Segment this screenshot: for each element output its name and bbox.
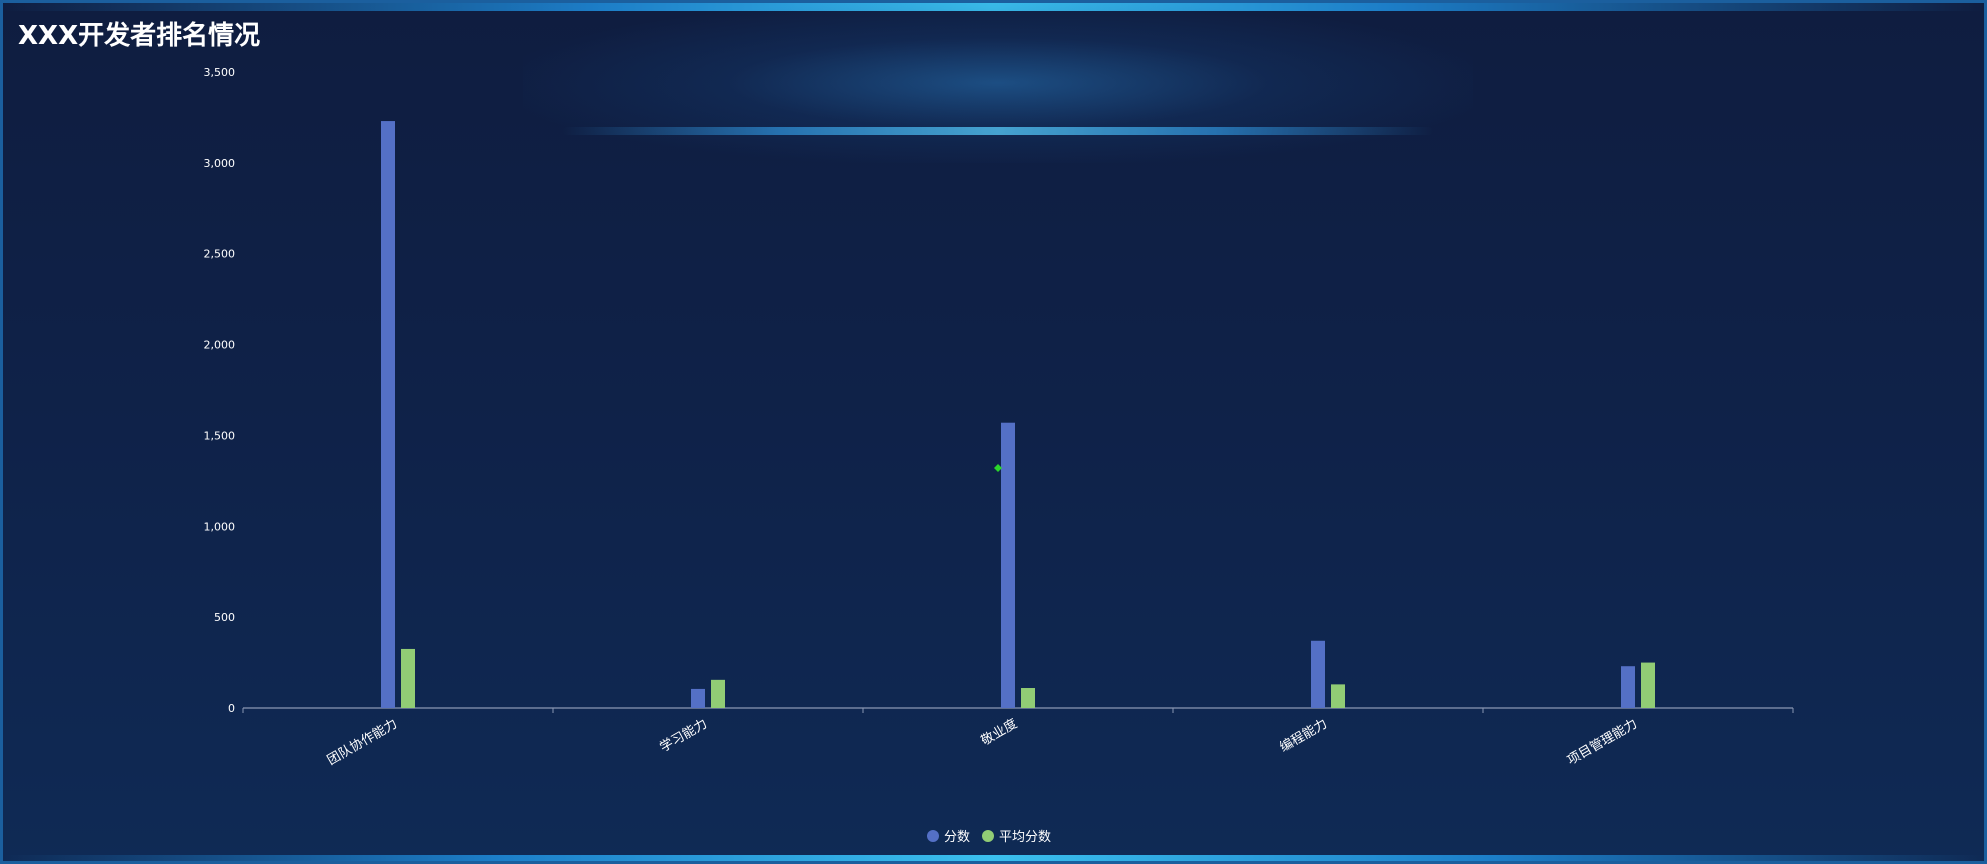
bar-avg-score[interactable] xyxy=(1021,688,1035,708)
x-category-label: 项目管理能力 xyxy=(1565,716,1640,768)
bar-chart: 0 500 1,000 1,500 2,000 2,500 3,000 3,500 团队协作能… xyxy=(204,66,1794,845)
header-radial-glow xyxy=(523,3,1473,163)
legend[interactable]: 分数 平均分数 xyxy=(927,830,1051,845)
y-tick-label: 2,500 xyxy=(204,248,236,261)
bar-avg-score[interactable] xyxy=(1641,662,1655,708)
bar-score[interactable] xyxy=(1001,422,1015,708)
y-tick-label: 500 xyxy=(214,611,235,624)
y-tick-label: 0 xyxy=(228,702,235,715)
y-axis: 0 500 1,000 1,500 2,000 2,500 3,000 3,500 xyxy=(204,66,236,715)
bar-score[interactable] xyxy=(381,121,395,708)
bar-avg-score[interactable] xyxy=(1331,684,1345,708)
y-tick-label: 2,000 xyxy=(204,339,236,352)
x-category-label: 团队协作能力 xyxy=(325,716,400,768)
y-tick-label: 3,000 xyxy=(204,157,236,170)
x-category-label: 学习能力 xyxy=(657,716,710,756)
bar-score[interactable] xyxy=(1311,640,1325,708)
bar-avg-score[interactable] xyxy=(401,648,415,708)
bottom-glow-border xyxy=(3,855,1984,861)
legend-item-score[interactable]: 分数 xyxy=(927,830,970,845)
cursor-marker xyxy=(994,464,1002,472)
bar-avg-score[interactable] xyxy=(711,679,725,708)
chart-title: XXX开发者排名情况 xyxy=(18,21,261,51)
legend-marker xyxy=(927,830,939,842)
legend-item-avg-score[interactable]: 平均分数 xyxy=(982,830,1051,845)
legend-label: 分数 xyxy=(944,830,970,845)
header-light-beam xyxy=(563,127,1433,135)
bars-group xyxy=(381,121,1655,708)
y-tick-label: 3,500 xyxy=(204,66,236,79)
bar-score[interactable] xyxy=(1621,666,1635,708)
y-tick-label: 1,500 xyxy=(204,429,236,442)
bar-score[interactable] xyxy=(691,688,705,708)
x-axis: 团队协作能力 学习能力 敬业度 编程能力 项目管理能力 xyxy=(242,707,1794,768)
legend-label: 平均分数 xyxy=(999,830,1051,845)
legend-marker xyxy=(982,830,994,842)
x-category-label: 编程能力 xyxy=(1277,716,1330,755)
x-category-label: 敬业度 xyxy=(978,716,1020,749)
y-tick-label: 1,000 xyxy=(204,520,236,533)
